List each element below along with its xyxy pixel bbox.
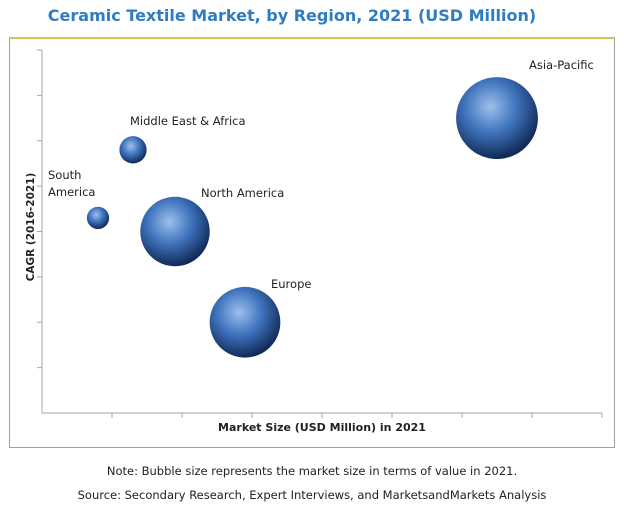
bubble-middle-east-africa	[119, 136, 147, 164]
bubble-north-america	[140, 196, 210, 267]
label-middle-east-africa: Middle East & Africa	[130, 114, 246, 128]
label-south-america: South America	[48, 168, 95, 199]
bubble-labels: Asia-Pacific Middle East & Africa North Am…	[48, 58, 594, 291]
label-asia-pacific: Asia-Pacific	[529, 58, 594, 72]
bubble-south-america	[86, 206, 110, 230]
chart-frame	[9, 37, 615, 448]
x-axis-label: Market Size (USD Million) in 2021	[218, 421, 426, 434]
bubble-europe	[209, 286, 281, 358]
label-north-america: North America	[201, 186, 284, 200]
bubble-asia-pacific	[456, 77, 538, 159]
axes	[37, 49, 603, 418]
chart-title: Ceramic Textile Market, by Region, 2021 …	[47, 6, 537, 25]
source-note: Source: Secondary Research, Expert Inter…	[77, 488, 547, 502]
bubble-size-note: Note: Bubble size represents the market …	[106, 464, 518, 478]
label-europe: Europe	[271, 277, 311, 291]
bubbles	[86, 77, 538, 358]
y-axis-label: CAGR (2016-2021)	[25, 173, 37, 282]
